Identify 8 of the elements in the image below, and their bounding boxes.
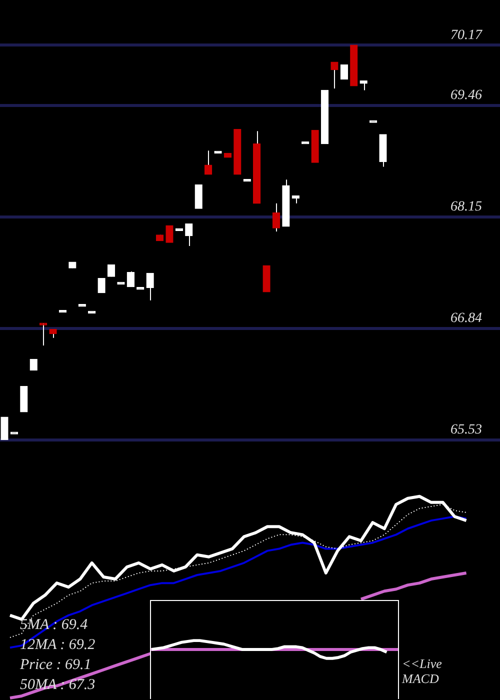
y-tick-label: 68.15 — [450, 200, 482, 215]
annotation: Price : 69.1 — [20, 656, 92, 675]
annotation: 12MA : 69.2 — [20, 636, 96, 655]
y-tick-label: 65.53 — [450, 422, 482, 438]
annotation: <<Live MACD — [402, 656, 443, 686]
y-tick-label: 70.17 — [450, 28, 483, 43]
y-tick-label: 66.84 — [450, 311, 482, 326]
y-tick-label: 69.46 — [450, 88, 482, 104]
